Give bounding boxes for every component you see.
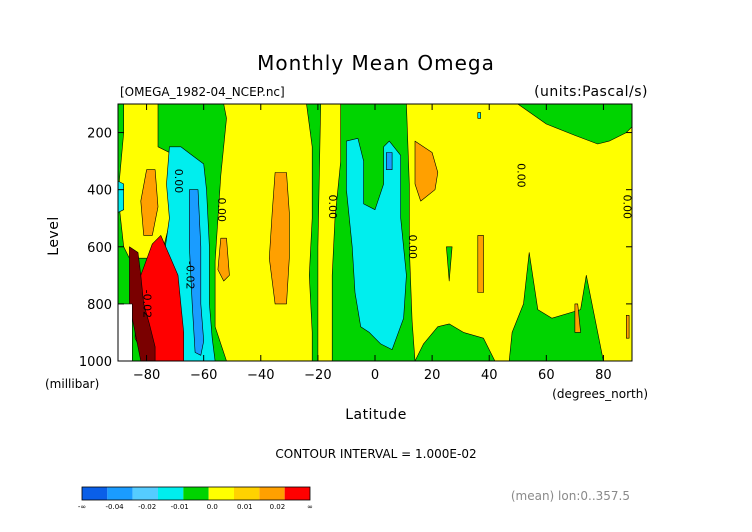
footer-label: (mean) lon:0..357.5 [511,489,630,503]
colorbar-tick-label: -0.01 [171,503,189,511]
y-tick-label: 1000 [79,355,112,370]
contour-label: 0.00 [172,169,185,194]
colorbar-swatch [158,487,184,500]
contour-label: 0.00 [406,235,419,259]
contour-label: 0.00 [326,195,339,220]
x-tick-label: −20 [304,368,331,383]
chart-title: Monthly Mean Omega [257,51,495,75]
contour-label: 0.00 [620,195,633,220]
colorbar-tick-label: 0.02 [270,503,286,511]
colorbar-tick-label: -0.02 [138,503,156,511]
colorbar-frame [81,486,311,501]
colorbar-legend: -∞ -0.04 -0.02 -0.01 0.0 0.01 0.02 ∞ [78,486,313,511]
contour-region-pos-orange [140,169,159,236]
contour-region-neg-cyan [346,138,407,350]
contour-labels: 0.00 0.00 0.00 0.00 0.00 0.00 -0.02 -0.02 [141,163,634,318]
contour-region-neg-cyan [118,180,124,213]
contour-region-pos-yellow [214,104,313,361]
contour-region-pos-orange [414,140,439,202]
x-tick-label: 60 [538,368,555,383]
file-label: [OMEGA_1982-04_NCEP.nc] [120,85,285,99]
y-tick-label: 800 [87,298,112,313]
y-tick-label: 400 [87,184,112,199]
colorbar-swatch [82,487,108,500]
colorbar-swatch [107,487,133,500]
x-axis-label: Latitude [345,407,407,423]
x-tick-label: 80 [595,368,612,383]
colorbar-tick-label: -∞ [78,503,86,511]
colorbar-swatch [208,487,234,500]
x-tick-label: −80 [133,368,160,383]
x-tick-label: −40 [247,368,274,383]
y-tick-label: 200 [87,127,112,142]
colorbar-swatch [132,487,158,500]
y-axis-label: Level [46,216,62,255]
contour-region-neg-blue [386,152,393,170]
x-tick-label: 20 [424,368,441,383]
x-tick-label: 40 [481,368,498,383]
colorbar-swatch [234,487,260,500]
contour-region-neg-cyan [477,112,482,119]
colorbar-tick-label: 0.01 [237,503,253,511]
axes: −80 −60 −40 −20 0 20 40 60 80 200 400 600 800 1000 [79,104,632,383]
colorbar-tick-label: 0.0 [207,503,218,511]
contour-region-pos-orange [217,237,230,282]
contour-region-neutral-green [446,246,453,282]
plot-area [118,104,632,361]
contour-label: 0.00 [515,163,528,188]
x-tick-label: 0 [371,368,379,383]
units-label: (units:Pascal/s) [534,84,648,100]
contour-region-pos-orange [477,235,484,293]
contour-region-pos-yellow [406,104,632,361]
contour-region-pos-orange [268,172,290,305]
contour-region-neg-blue [189,189,204,356]
contour-interval-label: CONTOUR INTERVAL = 1.000E-02 [275,447,476,461]
colorbar-swatch [284,487,310,500]
contour-label: -0.02 [141,290,154,318]
contour-region-strong-pos [129,246,156,361]
colorbar-tick-label: ∞ [307,503,313,511]
colorbar-swatch [259,487,285,500]
contour-region-missing [118,303,133,361]
colorbar-tick-label: -0.04 [106,503,125,511]
x-units-label: (degrees_north) [552,387,648,401]
contour-label: -0.02 [183,261,196,289]
y-tick-label: 600 [87,241,112,256]
contour-label: 0.00 [215,197,228,222]
x-tick-label: −60 [190,368,217,383]
y-units-label: (millibar) [45,377,99,391]
contour-region-pos-yellow [317,104,342,361]
contour-region-pos-orange [625,314,630,339]
contour-region-pos-orange [574,303,581,333]
colorbar-swatch [183,487,209,500]
